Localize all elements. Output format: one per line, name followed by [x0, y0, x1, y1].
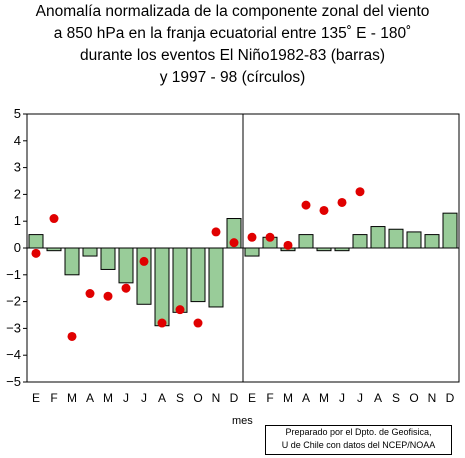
chart-title-line-4: y 1997 - 98 (círculos): [159, 69, 306, 86]
x-tick-label-10: N: [212, 391, 221, 405]
dot-9: [193, 318, 203, 328]
x-tick-label-15: A: [302, 391, 310, 405]
y-tick-label-4: 1: [14, 213, 21, 228]
bar-9: [190, 247, 206, 303]
x-tick-label-5: J: [123, 391, 129, 405]
y-tick-label-10: −5: [6, 374, 21, 389]
bar-6: [136, 247, 152, 305]
x-tick-label-4: M: [103, 391, 113, 405]
x-tick-label-21: O: [409, 391, 418, 405]
credit-box: Preparado por el Dpto. de Geofisica, U d…: [265, 425, 452, 455]
dot-13: [265, 232, 275, 242]
x-tick-label-14: M: [283, 391, 293, 405]
x-tick-label-16: M: [319, 391, 329, 405]
bar-0: [28, 234, 44, 249]
x-tick-label-9: O: [193, 391, 202, 405]
bar-19: [370, 226, 386, 249]
x-tick-label-0: E: [32, 391, 40, 405]
bar-12: [244, 247, 260, 257]
y-tick-label-3: 2: [14, 186, 21, 201]
y-tick-label-2: 3: [14, 160, 21, 175]
chart-title-line-2: a 850 hPa en la franja ecuatorial entre …: [53, 25, 412, 42]
y-tick-label-0: 5: [14, 106, 21, 121]
chart-title-line-1: Anomalía normalizada de la componente zo…: [35, 3, 430, 20]
x-tick-label-19: A: [374, 391, 382, 405]
y-tick-label-5: 0: [14, 240, 21, 255]
x-tick-label-2: M: [67, 391, 77, 405]
x-tick-label-17: J: [339, 391, 345, 405]
bar-21: [406, 231, 422, 249]
bar-8: [172, 247, 188, 313]
bar-16: [316, 247, 332, 252]
x-tick-label-18: J: [357, 391, 363, 405]
y-tick-label-8: −3: [6, 320, 21, 335]
bar-5: [118, 247, 134, 284]
x-tick-label-22: N: [428, 391, 437, 405]
x-tick-label-23: D: [446, 391, 455, 405]
dot-11: [229, 238, 239, 248]
y-tick-label-9: −4: [6, 347, 21, 362]
bar-1: [46, 247, 62, 252]
dot-15: [301, 200, 311, 210]
bar-23: [442, 212, 458, 249]
x-tick-label-20: S: [392, 391, 400, 405]
x-tick-label-7: A: [158, 391, 166, 405]
bar-3: [82, 247, 98, 257]
chart-title-line-3: durante los eventos El Niño1982-83 (barr…: [79, 47, 385, 64]
bar-18: [352, 234, 368, 249]
y-tick-label-1: 4: [14, 133, 21, 148]
dot-5: [121, 283, 131, 293]
bar-17: [334, 247, 350, 252]
x-tick-label-3: A: [86, 391, 94, 405]
x-tick-label-6: J: [141, 391, 147, 405]
dot-18: [355, 187, 365, 197]
dot-16: [319, 205, 329, 215]
x-tick-label-13: F: [266, 391, 273, 405]
bar-10: [208, 247, 224, 308]
dot-4: [103, 291, 113, 301]
y-tick-label-7: −2: [6, 294, 21, 309]
x-tick-label-8: S: [176, 391, 184, 405]
dot-8: [175, 305, 185, 315]
bar-22: [424, 234, 440, 249]
bar-4: [100, 247, 116, 270]
credit-line-1: Preparado por el Dpto. de Geofisica,: [285, 427, 432, 437]
dot-7: [157, 318, 167, 328]
y-tick-label-6: −1: [6, 267, 21, 282]
bar-20: [388, 228, 404, 249]
x-axis-label: mes: [232, 415, 253, 427]
x-tick-label-12: E: [248, 391, 256, 405]
dot-1: [49, 214, 59, 224]
x-tick-label-11: D: [230, 391, 239, 405]
dot-3: [85, 289, 95, 299]
credit-line-2: U de Chile con datos del NCEP/NOAA: [281, 440, 436, 450]
dot-0: [31, 248, 41, 258]
bar-15: [298, 234, 314, 249]
dot-2: [67, 331, 77, 341]
x-tick-label-1: F: [50, 391, 57, 405]
bar-7: [154, 247, 170, 327]
dot-12: [247, 232, 257, 242]
bar-2: [64, 247, 80, 276]
dot-14: [283, 240, 293, 250]
dot-17: [337, 197, 347, 207]
dot-10: [211, 227, 221, 237]
dot-6: [139, 256, 149, 266]
